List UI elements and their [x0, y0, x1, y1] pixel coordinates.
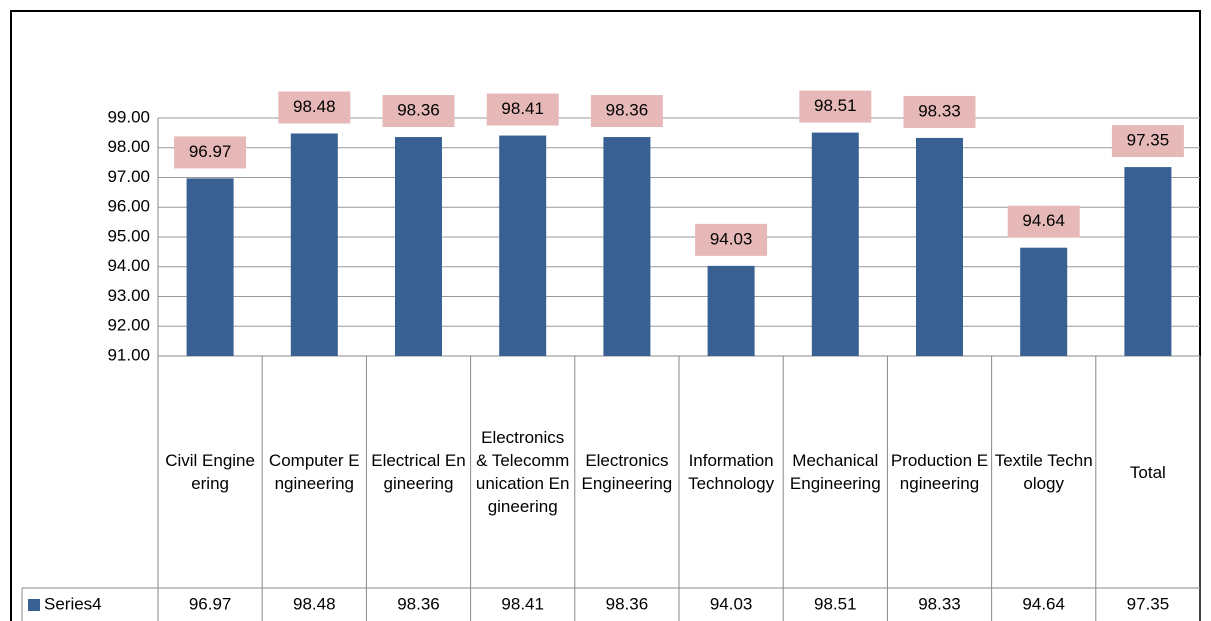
table-value: 98.51 — [814, 594, 857, 613]
data-label: 94.03 — [710, 229, 753, 248]
table-value: 97.35 — [1127, 594, 1170, 613]
category-cell: Electronics Engineering — [581, 451, 673, 493]
x-tick-label: Information Technology — [688, 451, 775, 493]
table-value: 98.36 — [397, 594, 440, 613]
x-tick-label: Electrical Engineering — [371, 451, 466, 493]
x-tick-label: Electronics & Telecommunication Engineer… — [475, 428, 570, 516]
category-cell: Civil Engineering — [165, 451, 255, 493]
data-label-bg — [1111, 125, 1184, 158]
bar — [811, 132, 859, 356]
x-tick-label: Production Engineering — [890, 451, 989, 493]
data-label-bg — [278, 91, 351, 124]
legend-swatch — [28, 599, 40, 611]
data-label-bg — [382, 95, 455, 128]
category-cell: Production Engineering — [890, 451, 989, 493]
y-tick-label: 99.00 — [107, 107, 150, 126]
category-cell: Computer Engineering — [268, 451, 360, 493]
table-value: 96.97 — [189, 594, 232, 613]
data-label: 98.36 — [397, 101, 440, 120]
table-value: 98.48 — [293, 594, 336, 613]
data-label: 98.51 — [814, 96, 857, 115]
bar — [186, 178, 234, 356]
x-tick-label: Total — [1129, 462, 1166, 482]
bar — [395, 137, 442, 356]
bar — [1124, 167, 1172, 356]
category-cell: Mechanical Engineering — [789, 451, 881, 493]
bar — [916, 137, 963, 356]
data-label: 98.48 — [293, 97, 336, 116]
data-label: 94.64 — [1022, 211, 1065, 230]
y-tick-label: 94.00 — [107, 256, 150, 275]
category-cell: Total — [1129, 462, 1166, 482]
legend-label: Series4 — [44, 594, 102, 613]
x-tick-label: Mechanical Engineering — [789, 451, 881, 493]
y-tick-label: 98.00 — [107, 137, 150, 156]
y-tick-label: 97.00 — [107, 167, 150, 186]
x-tick-label: Textile Technology — [994, 451, 1093, 493]
bar — [290, 133, 338, 356]
y-tick-label: 95.00 — [107, 226, 150, 245]
y-tick-label: 93.00 — [107, 286, 150, 305]
table-value: 94.03 — [710, 594, 753, 613]
table-value: 94.64 — [1022, 594, 1065, 613]
table-value: 98.36 — [606, 594, 649, 613]
table-value: 98.41 — [501, 594, 544, 613]
data-label: 97.35 — [1127, 131, 1170, 150]
y-tick-label: 92.00 — [107, 316, 150, 335]
data-label-bg — [903, 95, 976, 128]
category-cell: Electrical Engineering — [371, 451, 466, 493]
y-tick-label: 91.00 — [107, 345, 150, 364]
data-label-bg — [1007, 205, 1080, 238]
category-cell: Electronics & Telecommunication Engineer… — [475, 428, 570, 516]
data-label-bg — [486, 93, 559, 126]
bar — [707, 265, 755, 356]
data-label: 96.97 — [189, 142, 232, 161]
data-label-bg — [590, 95, 663, 128]
y-tick-label: 96.00 — [107, 197, 150, 216]
x-tick-label: Computer Engineering — [268, 451, 360, 493]
data-label: 98.41 — [501, 99, 544, 118]
category-cell: Textile Technology — [994, 451, 1093, 493]
x-tick-label: Civil Engineering — [165, 451, 255, 493]
bar — [499, 135, 547, 356]
bar — [1020, 247, 1068, 356]
data-label: 98.33 — [918, 101, 961, 120]
data-label-bg — [695, 223, 768, 256]
data-label-bg — [174, 136, 247, 169]
data-label-bg — [799, 90, 872, 123]
table-value: 98.33 — [918, 594, 961, 613]
x-tick-label: Electronics Engineering — [581, 451, 673, 493]
category-cell: Information Technology — [688, 451, 775, 493]
data-label: 98.36 — [606, 101, 649, 120]
bar — [603, 137, 651, 356]
